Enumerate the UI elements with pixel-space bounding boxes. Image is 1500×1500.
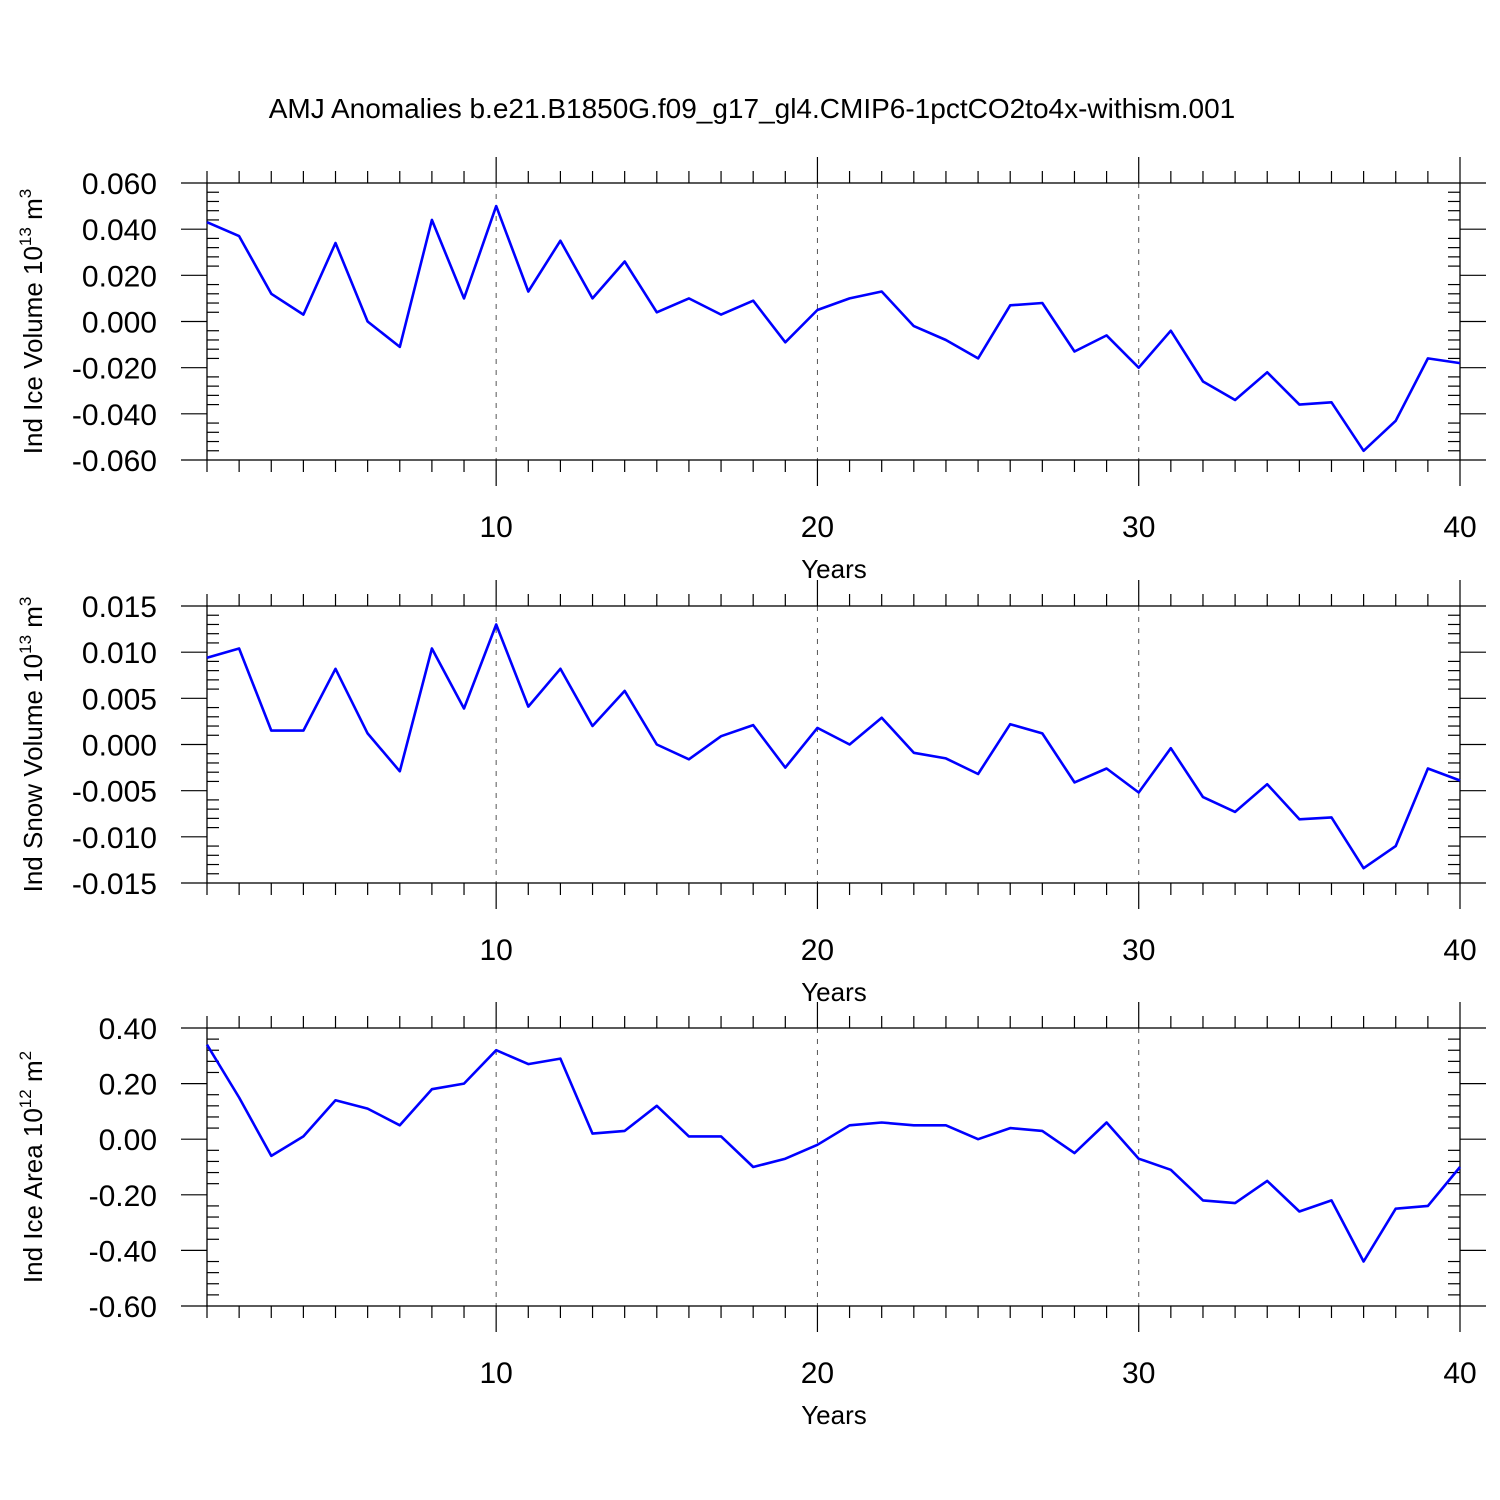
y-tick-label: 0.015: [82, 591, 157, 624]
x-tick-label: 20: [801, 1357, 834, 1390]
y-tick-label: -0.40: [89, 1235, 157, 1268]
x-tick-label: 10: [479, 934, 512, 967]
x-axis-title: Years: [801, 977, 867, 1007]
y-tick-label: -0.020: [72, 353, 157, 386]
y-tick-label: -0.040: [72, 399, 157, 432]
chart-title: AMJ Anomalies b.e21.B1850G.f09_g17_gl4.C…: [269, 93, 1236, 124]
x-tick-label: 20: [801, 511, 834, 544]
x-tick-label: 10: [479, 511, 512, 544]
x-tick-label: 40: [1443, 1357, 1476, 1390]
series-line: [206, 623, 1461, 870]
series-line: [206, 204, 1461, 453]
y-axis-title: Ind Ice Volume 1013 m3: [16, 189, 48, 454]
y-tick-label: 0.000: [82, 730, 157, 763]
y-tick-label: -0.005: [72, 776, 157, 809]
y-tick-label: 0.005: [82, 683, 157, 716]
x-tick-label: 20: [801, 934, 834, 967]
panel-3: 0.40 0.20 0.00 -0.20 -0.40 -0.60 10 20 30 40 Years…: [16, 1002, 1486, 1430]
series-line: [205, 1044, 1462, 1263]
y-axis-title: Ind Snow Volume 1013 m3: [16, 597, 48, 893]
y-tick-label: 0.020: [82, 260, 157, 293]
y-tick-label: -0.60: [89, 1291, 157, 1324]
plot-frame: [206, 605, 1461, 884]
x-tick-label: 30: [1122, 511, 1155, 544]
y-tick-label: 0.000: [82, 307, 157, 340]
panel-2: 0.015 0.010 0.005 0.000 -0.005 -0.010 -0.015 10…: [16, 580, 1486, 1007]
y-tick-label: -0.010: [72, 822, 157, 855]
plot-frame: [206, 1027, 1461, 1307]
x-tick-label: 40: [1443, 511, 1476, 544]
x-tick-label: 30: [1122, 934, 1155, 967]
y-tick-label: 0.00: [99, 1124, 157, 1157]
y-tick-label: -0.015: [72, 868, 157, 901]
panel-1: 0.060 0.040 0.020 0.000 -0.020 -0.040 -0.060 10…: [16, 157, 1486, 584]
y-tick-label: 0.040: [82, 214, 157, 247]
y-tick-label: -0.060: [72, 445, 157, 478]
y-tick-label: -0.20: [89, 1180, 157, 1213]
y-axis-title: Ind Ice Area 1012 m2: [16, 1051, 48, 1283]
y-tick-label: 0.010: [82, 637, 157, 670]
x-tick-label: 30: [1122, 1357, 1155, 1390]
x-tick-label: 40: [1443, 934, 1476, 967]
x-axis-title: Years: [801, 554, 867, 584]
y-tick-label: 0.40: [99, 1013, 157, 1046]
plot-frame: [206, 182, 1461, 461]
x-tick-label: 10: [479, 1357, 512, 1390]
x-axis-title: Years: [801, 1400, 867, 1430]
y-tick-label: 0.060: [82, 168, 157, 201]
y-tick-label: 0.20: [99, 1069, 157, 1102]
